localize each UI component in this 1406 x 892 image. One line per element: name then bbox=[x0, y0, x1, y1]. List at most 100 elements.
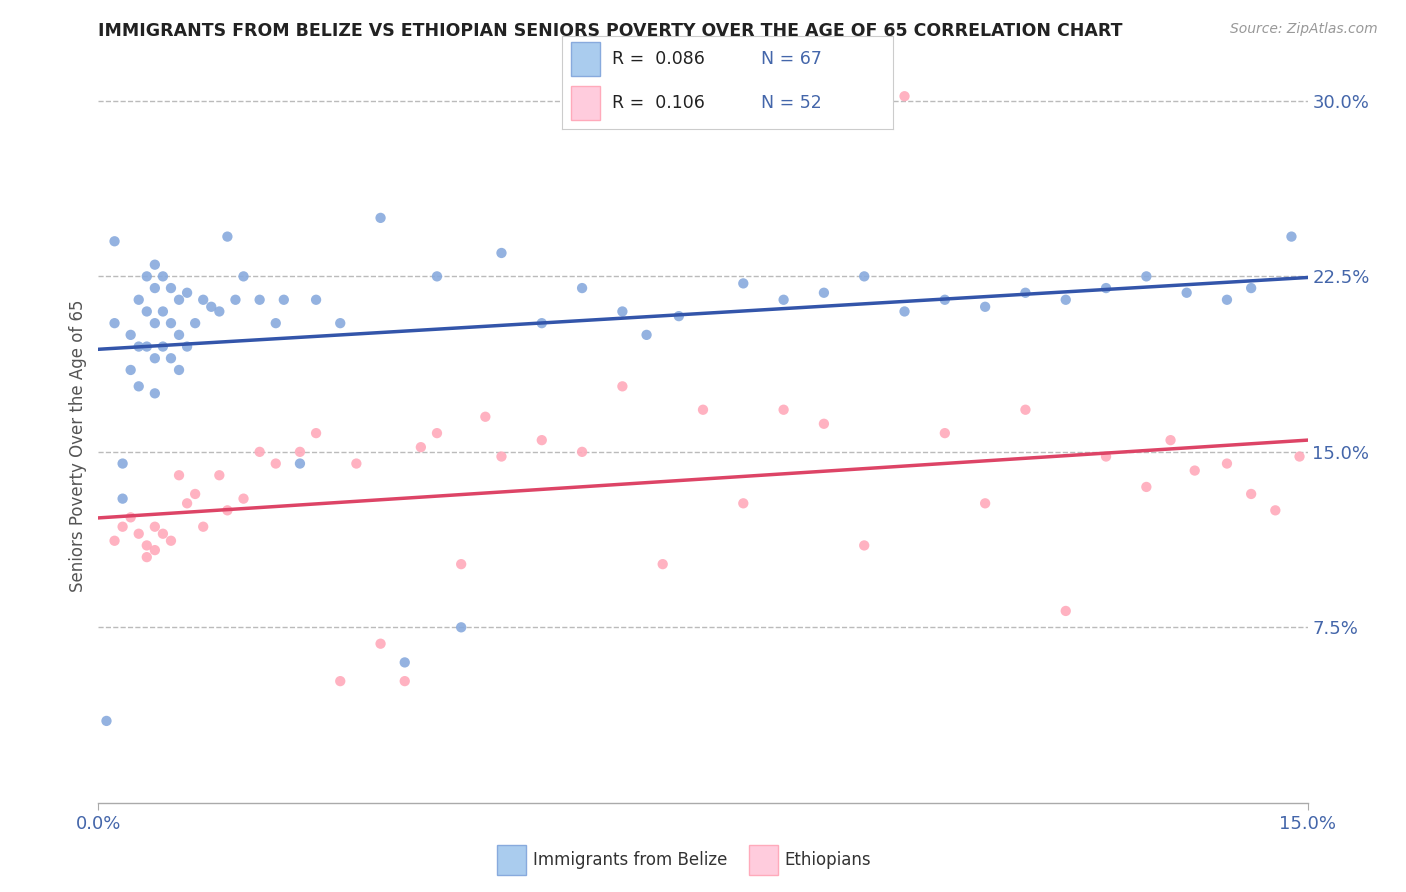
Point bbox=[329, 316, 352, 330]
Point bbox=[167, 468, 190, 483]
Point bbox=[249, 293, 271, 307]
Point bbox=[370, 211, 392, 225]
Point bbox=[692, 402, 714, 417]
Point bbox=[135, 269, 157, 284]
Point bbox=[1264, 503, 1286, 517]
Point bbox=[120, 363, 142, 377]
Point bbox=[474, 409, 496, 424]
Point bbox=[491, 450, 513, 464]
Point bbox=[143, 543, 166, 558]
Point bbox=[853, 269, 876, 284]
Point bbox=[1184, 464, 1206, 478]
Point bbox=[160, 281, 183, 295]
Point bbox=[193, 519, 215, 533]
Point bbox=[893, 89, 915, 103]
Point bbox=[1240, 487, 1263, 501]
Point bbox=[370, 637, 392, 651]
Point bbox=[1216, 457, 1239, 471]
Point bbox=[1095, 281, 1118, 295]
Text: IMMIGRANTS FROM BELIZE VS ETHIOPIAN SENIORS POVERTY OVER THE AGE OF 65 CORRELATI: IMMIGRANTS FROM BELIZE VS ETHIOPIAN SENI… bbox=[98, 22, 1123, 40]
Point bbox=[217, 503, 239, 517]
Point bbox=[128, 379, 150, 393]
Point bbox=[128, 293, 150, 307]
Point bbox=[288, 457, 311, 471]
Point bbox=[143, 386, 166, 401]
Point bbox=[96, 714, 118, 728]
Text: N = 52: N = 52 bbox=[761, 95, 821, 112]
Point bbox=[249, 445, 271, 459]
Point bbox=[813, 417, 835, 431]
Point bbox=[1135, 480, 1157, 494]
Point bbox=[135, 538, 157, 552]
Point bbox=[111, 457, 134, 471]
Point bbox=[167, 293, 190, 307]
Point bbox=[152, 269, 174, 284]
Point bbox=[152, 526, 174, 541]
FancyBboxPatch shape bbox=[571, 42, 600, 76]
Point bbox=[120, 510, 142, 524]
Point bbox=[893, 304, 915, 318]
Point bbox=[491, 246, 513, 260]
Point bbox=[409, 440, 432, 454]
Point bbox=[668, 309, 690, 323]
Y-axis label: Seniors Poverty Over the Age of 65: Seniors Poverty Over the Age of 65 bbox=[69, 300, 87, 592]
FancyBboxPatch shape bbox=[571, 87, 600, 120]
Point bbox=[974, 496, 997, 510]
Point bbox=[394, 656, 416, 670]
Point bbox=[193, 293, 215, 307]
Point bbox=[176, 340, 198, 354]
Point bbox=[571, 281, 593, 295]
Point bbox=[530, 316, 553, 330]
Point bbox=[813, 285, 835, 300]
Point bbox=[143, 258, 166, 272]
Text: N = 67: N = 67 bbox=[761, 50, 821, 68]
Text: R =  0.086: R = 0.086 bbox=[612, 50, 704, 68]
Point bbox=[426, 269, 449, 284]
Point bbox=[1054, 293, 1077, 307]
Point bbox=[103, 316, 125, 330]
Point bbox=[143, 316, 166, 330]
Point bbox=[167, 327, 190, 342]
Point bbox=[974, 300, 997, 314]
FancyBboxPatch shape bbox=[496, 845, 526, 875]
Point bbox=[1054, 604, 1077, 618]
Point bbox=[103, 533, 125, 548]
Point bbox=[184, 316, 207, 330]
Point bbox=[1288, 450, 1310, 464]
Point bbox=[184, 487, 207, 501]
Point bbox=[135, 340, 157, 354]
Point bbox=[128, 526, 150, 541]
Point bbox=[636, 327, 658, 342]
Point bbox=[733, 277, 755, 291]
Point bbox=[450, 620, 472, 634]
Point bbox=[305, 293, 328, 307]
Point bbox=[426, 426, 449, 441]
Point bbox=[160, 351, 183, 366]
Point bbox=[733, 496, 755, 510]
Point bbox=[128, 340, 150, 354]
Text: Immigrants from Belize: Immigrants from Belize bbox=[533, 851, 727, 869]
Point bbox=[143, 351, 166, 366]
Point bbox=[305, 426, 328, 441]
Point bbox=[1281, 229, 1303, 244]
Point bbox=[111, 491, 134, 506]
Point bbox=[103, 234, 125, 248]
Point bbox=[344, 457, 367, 471]
Point bbox=[135, 304, 157, 318]
Point bbox=[1014, 285, 1036, 300]
Point bbox=[1160, 433, 1182, 447]
Point bbox=[224, 293, 246, 307]
Point bbox=[232, 491, 254, 506]
Point bbox=[232, 269, 254, 284]
Point bbox=[530, 433, 553, 447]
Point bbox=[152, 340, 174, 354]
Text: Ethiopians: Ethiopians bbox=[785, 851, 872, 869]
Point bbox=[217, 229, 239, 244]
Point bbox=[934, 293, 956, 307]
Point bbox=[1135, 269, 1157, 284]
Point bbox=[772, 293, 794, 307]
Point bbox=[1014, 402, 1036, 417]
Point bbox=[208, 304, 231, 318]
Point bbox=[651, 557, 673, 571]
Point bbox=[264, 316, 287, 330]
